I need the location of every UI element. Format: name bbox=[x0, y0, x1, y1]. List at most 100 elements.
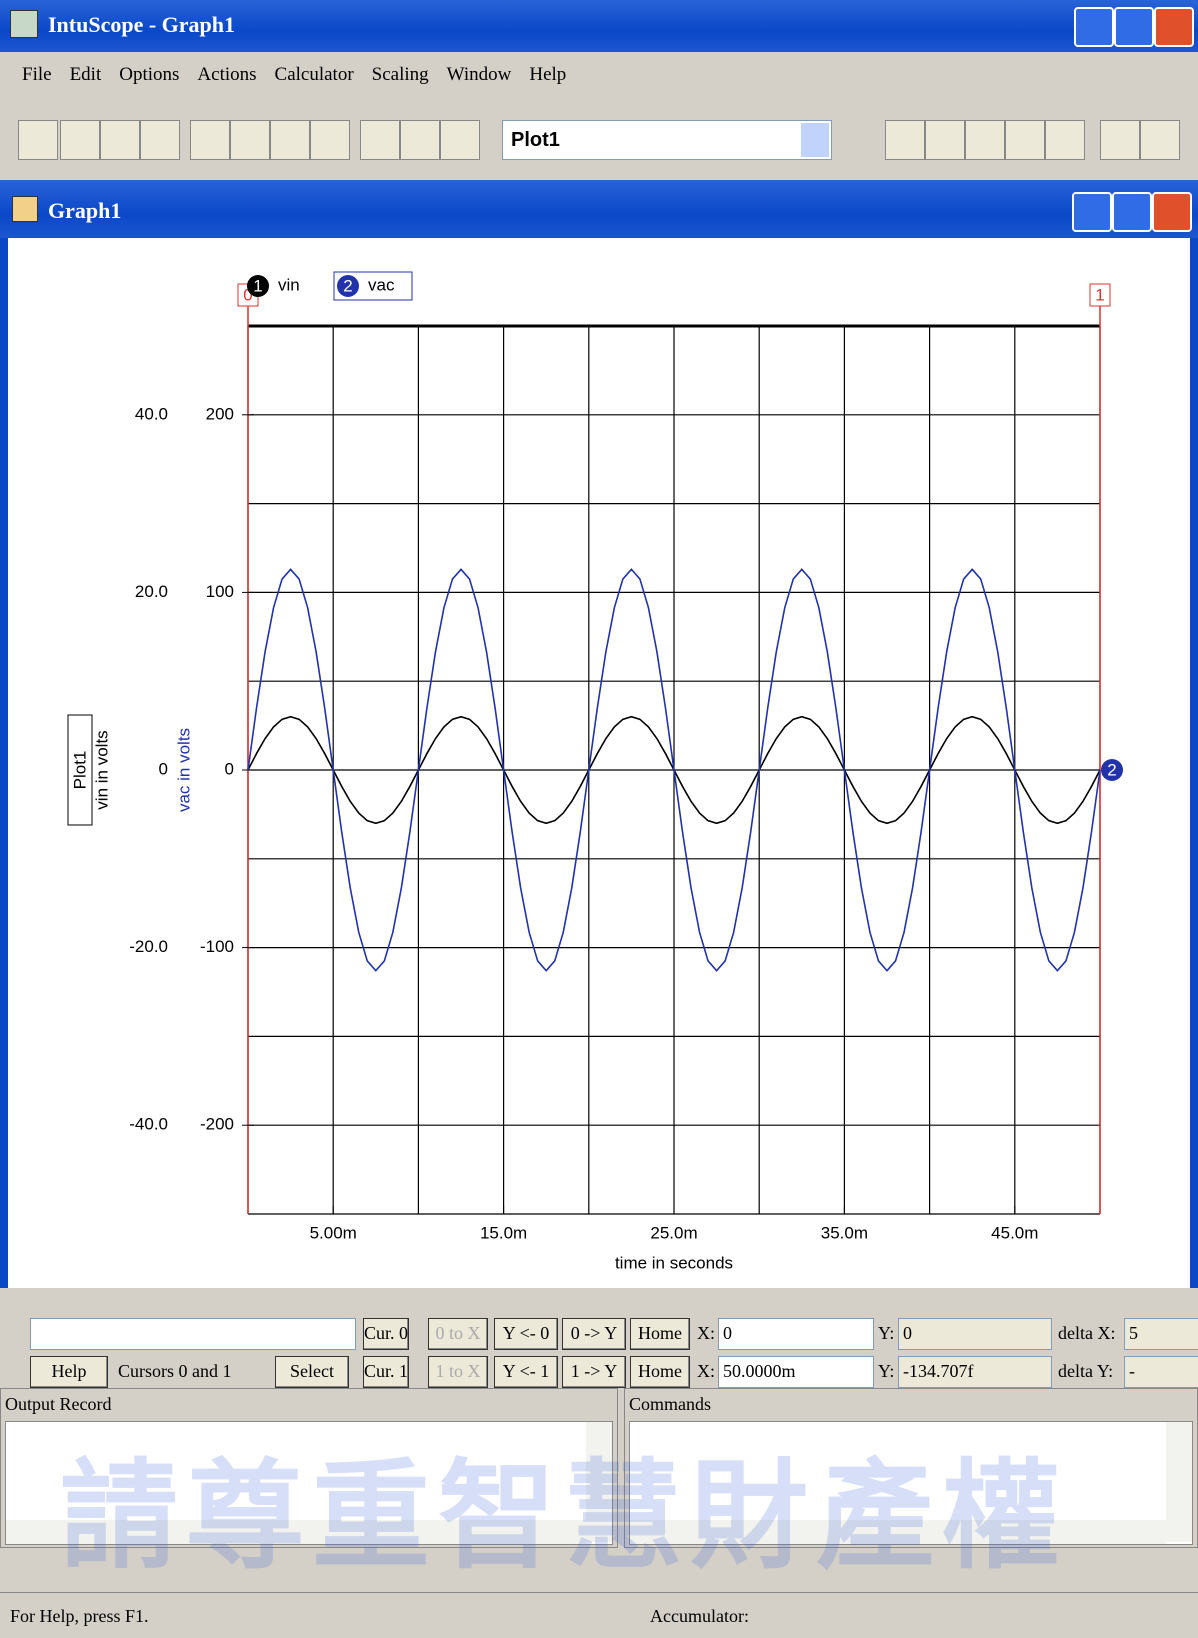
toolbar-button[interactable] bbox=[360, 120, 400, 160]
home-button[interactable]: Home bbox=[630, 1318, 690, 1350]
chart: 0140.020.00-20.0-40.02001000-100-2005.00… bbox=[8, 238, 1190, 1288]
toolbar-button[interactable] bbox=[925, 120, 965, 160]
delta-field: 5 bbox=[1124, 1318, 1198, 1350]
y-field: -134.707f bbox=[898, 1356, 1052, 1388]
to-y-button[interactable]: 0 -> Y bbox=[562, 1318, 626, 1350]
toolbar-button[interactable] bbox=[1140, 120, 1180, 160]
screen: IntuScope - Graph1 File Edit Options Action… bbox=[0, 0, 1198, 1638]
x-label: X: bbox=[697, 1318, 715, 1348]
y-tick-label: 0 bbox=[159, 759, 168, 778]
window-border bbox=[0, 238, 8, 1288]
to-y-button[interactable]: 1 -> Y bbox=[562, 1356, 626, 1388]
y-tick-label: 40.0 bbox=[135, 404, 168, 423]
trace-marker-number: 2 bbox=[1107, 760, 1116, 779]
watermark: 請尊重智慧財產權 bbox=[60, 1420, 1068, 1591]
y2-tick-label: 0 bbox=[225, 759, 234, 778]
graph-minimize[interactable] bbox=[1072, 192, 1112, 232]
y-tick-label: 20.0 bbox=[135, 582, 168, 601]
y2-tick-label: -200 bbox=[200, 1115, 234, 1134]
help-button[interactable]: Help bbox=[30, 1356, 108, 1388]
x-tick-label: 35.0m bbox=[821, 1223, 868, 1242]
toolbar-button[interactable] bbox=[270, 120, 310, 160]
toolbar-button[interactable] bbox=[400, 120, 440, 160]
y-from-button[interactable]: Y <- 1 bbox=[494, 1356, 558, 1388]
toolbar-button[interactable] bbox=[965, 120, 1005, 160]
menu-bar: File Edit Options Actions Calculator Scaling W… bbox=[22, 64, 584, 94]
menu-item[interactable]: Calculator bbox=[275, 64, 354, 85]
menu-item[interactable]: File bbox=[22, 64, 52, 85]
cur-button[interactable]: Cur. 1 bbox=[363, 1356, 409, 1388]
x-tick-label: 15.0m bbox=[480, 1223, 527, 1242]
expression-input[interactable] bbox=[30, 1318, 356, 1350]
status-bar: For Help, press F1. Accumulator: bbox=[0, 1592, 1198, 1638]
app-icon bbox=[10, 10, 38, 38]
combo-arrow[interactable] bbox=[801, 123, 829, 157]
minimize-button[interactable] bbox=[1074, 7, 1114, 47]
toolbar-button[interactable] bbox=[1100, 120, 1140, 160]
y-field: 0 bbox=[898, 1318, 1052, 1350]
y-from-button[interactable]: Y <- 0 bbox=[494, 1318, 558, 1350]
y-label: Y: bbox=[878, 1356, 894, 1386]
y2-tick-label: -100 bbox=[200, 937, 234, 956]
combo-text: Plot1 bbox=[511, 129, 560, 151]
graph-close[interactable] bbox=[1152, 192, 1192, 232]
status-accumulator: Accumulator: bbox=[650, 1601, 749, 1631]
y2-tick-label: 100 bbox=[206, 582, 234, 601]
cur-button[interactable]: Cur. 0 bbox=[363, 1318, 409, 1350]
close-button[interactable] bbox=[1154, 7, 1194, 47]
toolbar-button[interactable] bbox=[18, 120, 58, 160]
y2-axis-label: vac in volts bbox=[174, 728, 193, 812]
delta-label: delta Y: bbox=[1058, 1356, 1113, 1386]
select-button[interactable]: Select bbox=[275, 1356, 349, 1388]
plot-name: Plot1 bbox=[70, 751, 89, 790]
y2-tick-label: 200 bbox=[206, 404, 234, 423]
legend-label: vac bbox=[368, 275, 395, 294]
to-x-button: 0 to X bbox=[428, 1318, 488, 1350]
graph-title: Graph1 bbox=[48, 198, 121, 224]
menu-item[interactable]: Edit bbox=[70, 64, 102, 85]
home-button[interactable]: Home bbox=[630, 1356, 690, 1388]
status-help: For Help, press F1. bbox=[10, 1601, 149, 1631]
menu-item[interactable]: Options bbox=[119, 64, 179, 85]
y-label: Y: bbox=[878, 1318, 894, 1348]
toolbar-button[interactable] bbox=[190, 120, 230, 160]
x-tick-label: 25.0m bbox=[650, 1223, 697, 1242]
x-tick-label: 45.0m bbox=[991, 1223, 1038, 1242]
toolbar-button[interactable] bbox=[100, 120, 140, 160]
toolbar-button[interactable] bbox=[140, 120, 180, 160]
y-axis-label: vin in volts bbox=[92, 730, 111, 809]
scrollbar[interactable] bbox=[1166, 1422, 1192, 1542]
to-x-button: 1 to X bbox=[428, 1356, 488, 1388]
delta-field: - bbox=[1124, 1356, 1198, 1388]
toolbar-button[interactable] bbox=[310, 120, 350, 160]
x-label: X: bbox=[697, 1356, 715, 1386]
legend-number: 1 bbox=[253, 276, 262, 295]
plot-combo[interactable]: Plot1 bbox=[502, 120, 832, 160]
menu-item[interactable]: Actions bbox=[197, 64, 256, 85]
x-tick-label: 5.00m bbox=[310, 1223, 357, 1242]
x-axis-label: time in seconds bbox=[615, 1253, 733, 1272]
menu-item[interactable]: Help bbox=[529, 64, 566, 85]
menu-item[interactable]: Window bbox=[447, 64, 512, 85]
pane-title: Output Record bbox=[5, 1389, 111, 1419]
y-tick-label: -40.0 bbox=[129, 1115, 168, 1134]
pane-title: Commands bbox=[629, 1389, 711, 1419]
title-bar: IntuScope - Graph1 bbox=[0, 0, 1198, 52]
toolbar-button[interactable] bbox=[60, 120, 100, 160]
x-input[interactable]: 50.0000m bbox=[718, 1356, 874, 1388]
toolbar-button[interactable] bbox=[440, 120, 480, 160]
cursor-label: 1 bbox=[1095, 285, 1104, 304]
y-tick-label: -20.0 bbox=[129, 937, 168, 956]
window-title: IntuScope - Graph1 bbox=[48, 12, 235, 38]
toolbar-button[interactable] bbox=[885, 120, 925, 160]
delta-label: delta X: bbox=[1058, 1318, 1115, 1348]
graph-maximize[interactable] bbox=[1112, 192, 1152, 232]
graph-title-bar: Graph1 bbox=[0, 180, 1198, 238]
toolbar-button[interactable] bbox=[1005, 120, 1045, 160]
legend-number: 2 bbox=[343, 276, 352, 295]
toolbar-button[interactable] bbox=[230, 120, 270, 160]
menu-item[interactable]: Scaling bbox=[372, 64, 429, 85]
x-input[interactable]: 0 bbox=[718, 1318, 874, 1350]
maximize-button[interactable] bbox=[1114, 7, 1154, 47]
toolbar-button[interactable] bbox=[1045, 120, 1085, 160]
